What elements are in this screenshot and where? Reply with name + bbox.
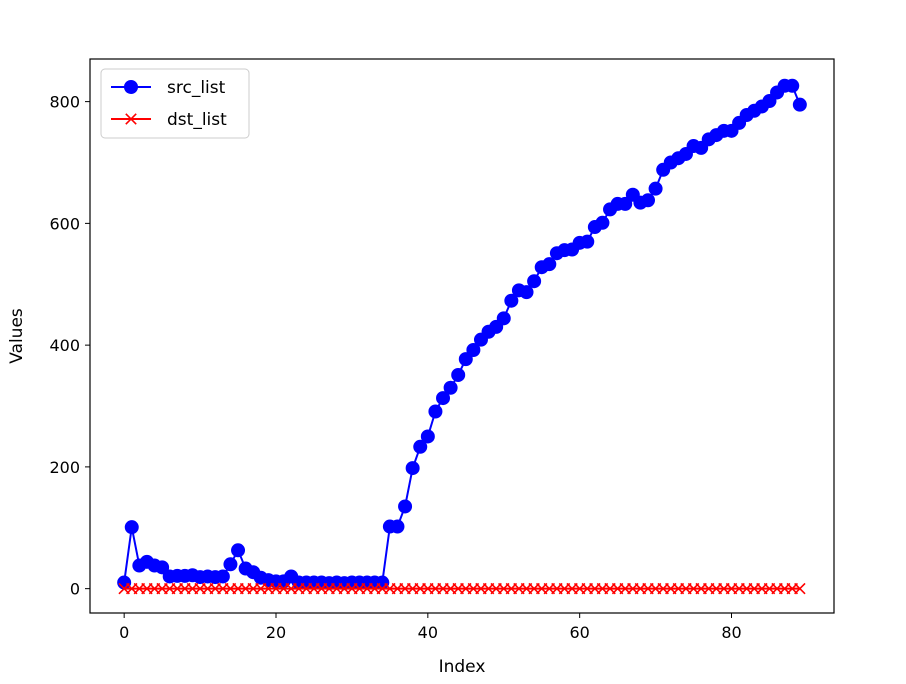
legend-dst-list-marker [125,113,137,125]
plot-layer [117,78,807,595]
x-tick-label: 20 [266,623,286,642]
src-list-point [117,575,132,590]
x-tick-label: 60 [569,623,589,642]
y-tick-label: 0 [70,580,80,599]
src-list-point [519,285,534,300]
src-list-point [375,575,390,590]
src-list-point [155,560,170,575]
y-tick-label: 800 [49,93,80,112]
src-list-point [215,569,230,584]
src-list-point [428,404,443,419]
y-tick-label: 600 [49,214,80,233]
y-tick-label: 200 [49,458,80,477]
src-list-point [496,311,511,326]
legend-src-list-label: src_list [167,78,226,98]
axes-frame [89,58,835,614]
dst-list-point [794,582,806,595]
src-list-point [648,181,663,196]
src-list-point [420,429,435,444]
legend-dst-list-label: dst_list [167,110,227,130]
dst-list-series [118,582,806,595]
src-list-point [466,343,481,358]
src-list-point [451,367,466,382]
src-list-point [618,196,633,211]
src-list-point [405,461,420,476]
x-axis-label: Index [439,657,486,677]
x-tick-label: 0 [119,623,129,642]
src-list-point [231,543,246,558]
src-list-point [223,557,238,572]
src-list-point [398,499,413,514]
src-list-point [641,193,655,208]
src-list-point [785,78,800,93]
y-tick-label: 400 [49,336,80,355]
src-list-point [504,293,519,308]
y-axis-label: Values [7,308,27,364]
legend: src_list dst_list [100,68,250,139]
src-list-point [443,380,458,395]
src-list-point [792,97,807,112]
src-list-point [124,520,139,535]
src-list-point [413,439,428,454]
x-tick-label: 80 [721,623,741,642]
src-list-point [595,215,610,230]
src-list-point [527,274,542,289]
src-list-point [580,234,595,249]
src-list-series [117,78,807,591]
x-tick-label: 40 [418,623,438,642]
src-list-point [458,352,473,367]
legend-src-list-marker [124,80,138,94]
src-list-point [390,519,405,534]
src-list-point [542,257,557,272]
src-list-point [436,391,451,406]
